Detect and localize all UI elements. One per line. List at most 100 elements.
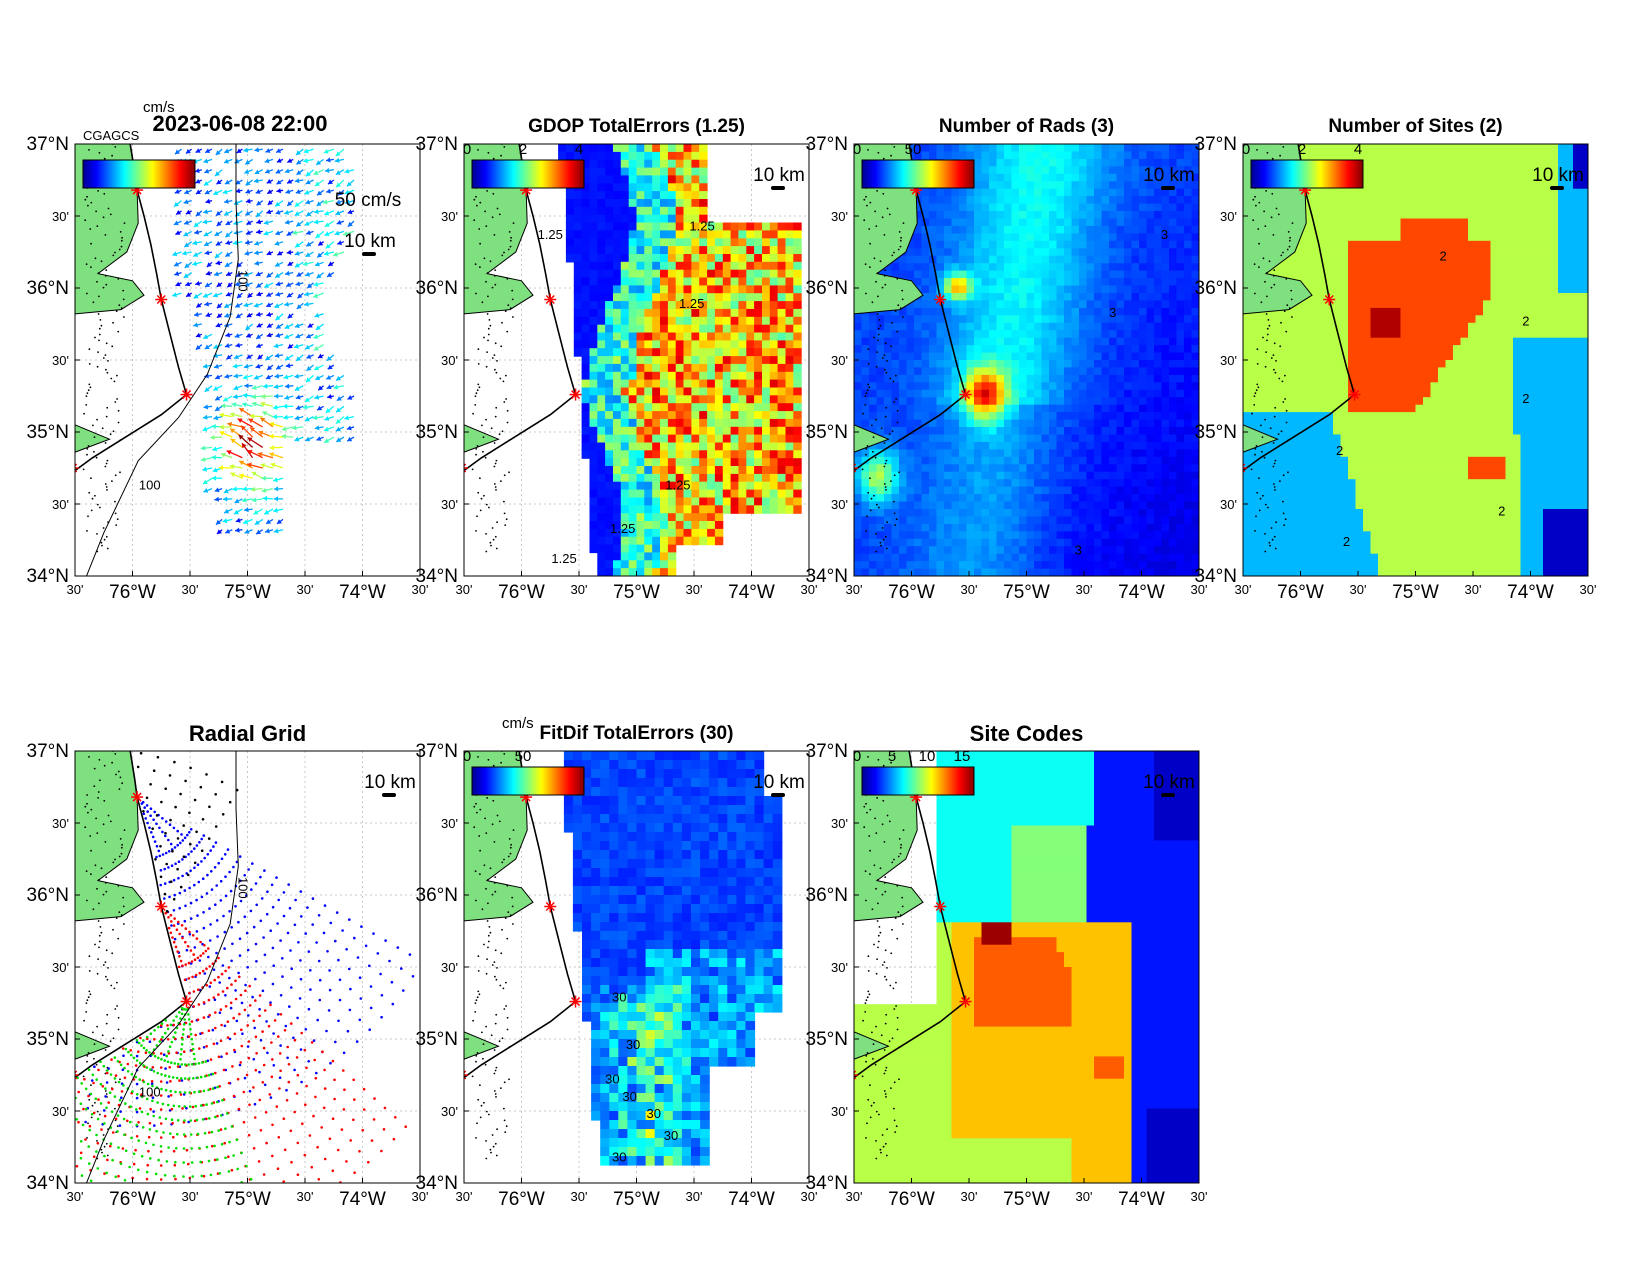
- data-cell: [1064, 240, 1073, 249]
- lat-tick-label: 30': [52, 353, 69, 368]
- data-cell: [1026, 225, 1035, 234]
- data-cell: [1079, 389, 1088, 398]
- data-cell: [644, 183, 653, 192]
- current-vector-head: [184, 263, 190, 268]
- data-cell: [683, 434, 692, 444]
- data-cell: [1004, 553, 1013, 562]
- data-cell: [959, 307, 968, 316]
- data-cell: [613, 568, 622, 576]
- data-cell: [667, 340, 677, 349]
- current-vector-head: [226, 354, 232, 360]
- current-vector-head: [241, 425, 246, 431]
- data-cell: [777, 371, 786, 381]
- data-cell: [876, 531, 885, 540]
- data-cell: [884, 523, 893, 532]
- data-cell: [1131, 144, 1140, 152]
- data-cell: [691, 199, 700, 208]
- data-cell: [1026, 538, 1035, 547]
- current-vector-head: [344, 168, 350, 174]
- data-cell: [675, 536, 685, 546]
- data-cell: [714, 528, 724, 538]
- data-cell: [636, 450, 645, 459]
- data-cell: [974, 345, 983, 354]
- data-cell: [891, 360, 900, 368]
- current-vector-head: [248, 418, 254, 424]
- data-cell: [959, 456, 968, 465]
- data-cell: [1116, 382, 1125, 391]
- data-cell: [966, 211, 975, 219]
- data-cell: [1071, 278, 1080, 287]
- data-cell: [869, 456, 878, 465]
- data-cell: [929, 464, 938, 473]
- data-cell: [785, 387, 794, 396]
- data-cell: [1101, 144, 1110, 152]
- data-cell: [1064, 464, 1073, 473]
- data-cell: [667, 308, 677, 318]
- current-vector-head: [282, 403, 288, 409]
- data-cell: [1094, 412, 1103, 421]
- current-vector-head: [313, 334, 319, 339]
- current-vector-head: [284, 334, 290, 339]
- data-cell: [1019, 509, 1028, 517]
- data-cell: [974, 166, 983, 175]
- current-vector-head: [305, 271, 311, 277]
- data-cell: [1079, 293, 1088, 301]
- data-cell: [936, 322, 945, 331]
- data-cell: [581, 222, 590, 231]
- data-cell: [906, 501, 915, 510]
- data-cell: [1041, 546, 1050, 555]
- data-cell: [777, 285, 786, 294]
- data-cell: [1101, 196, 1110, 205]
- coast-detail: [83, 412, 85, 415]
- scale-bar-label: 10 km: [344, 231, 396, 252]
- data-cell: [966, 337, 975, 346]
- data-cell: [1049, 523, 1058, 532]
- lat-tick-label: 37°N: [27, 134, 69, 155]
- current-vector-head: [295, 189, 301, 194]
- current-vector-head: [224, 262, 230, 267]
- current-vector-head: [285, 363, 291, 369]
- data-cell: [636, 269, 645, 279]
- data-cell: [620, 191, 630, 200]
- data-cell: [1049, 270, 1058, 279]
- data-cell: [974, 203, 983, 212]
- data-cell: [628, 332, 638, 341]
- data-cell: [738, 301, 747, 310]
- data-cell: [876, 389, 885, 398]
- current-vector-head: [333, 251, 338, 257]
- data-cell: [573, 238, 583, 247]
- data-cell: [1109, 352, 1118, 361]
- data-cell: [1094, 352, 1103, 361]
- data-cell: [1034, 188, 1043, 197]
- data-cell: [1041, 568, 1050, 576]
- data-cell: [921, 233, 930, 242]
- data-cell: [921, 568, 930, 576]
- data-cell: [1079, 240, 1088, 249]
- data-cell: [769, 348, 779, 357]
- data-cell: [914, 441, 923, 450]
- data-cell: [1116, 389, 1125, 398]
- data-cell: [675, 340, 685, 349]
- coast-detail: [106, 547, 109, 550]
- data-cell: [869, 546, 878, 555]
- data-cell: [1034, 345, 1043, 354]
- current-vector-head: [245, 230, 251, 235]
- data-cell: [1109, 196, 1118, 205]
- current-vector-head: [256, 311, 261, 317]
- data-cell: [1041, 464, 1050, 473]
- data-cell: [1004, 389, 1013, 398]
- data-cell: [613, 214, 622, 224]
- data-cell: [891, 404, 900, 413]
- data-cell: [966, 494, 975, 503]
- data-cell: [996, 166, 1005, 175]
- data-cell: [854, 337, 863, 346]
- data-cell: [861, 516, 870, 525]
- data-cell: [989, 300, 998, 309]
- coast-detail: [506, 330, 509, 333]
- data-cell: [1116, 449, 1125, 458]
- data-cell: [899, 255, 908, 264]
- current-vector-head: [226, 450, 232, 455]
- data-cell: [996, 285, 1005, 294]
- data-cell: [581, 151, 590, 161]
- data-cell: [762, 301, 771, 310]
